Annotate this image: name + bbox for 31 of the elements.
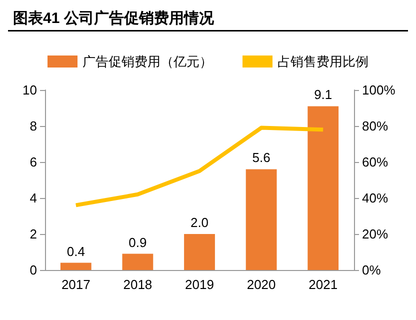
y2-tick-label: 60% [362, 154, 388, 170]
y2-tick-label: 20% [362, 226, 388, 242]
y-tick-label: 0 [30, 262, 37, 278]
x-tick-label: 2017 [61, 277, 90, 292]
bar [308, 106, 339, 270]
y-tick-label: 2 [30, 226, 37, 242]
bar [122, 254, 154, 270]
y-tick-label: 10 [22, 82, 37, 98]
x-tick-label: 2021 [308, 277, 338, 292]
x-tick-label: 2018 [123, 277, 152, 292]
legend-label: 广告促销费用（亿元） [82, 54, 212, 69]
bar [246, 169, 277, 270]
y2-tick-label: 80% [362, 118, 388, 134]
x-tick-label: 2020 [246, 277, 276, 292]
bar [184, 234, 215, 270]
y-tick-label: 4 [30, 190, 37, 206]
y-tick-label: 8 [30, 118, 37, 134]
legend-label: 占销售费用比例 [278, 54, 368, 69]
bar [60, 262, 92, 270]
data-label: 0.4 [66, 244, 85, 259]
data-label: 2.0 [190, 215, 209, 230]
data-label: 0.9 [128, 234, 147, 250]
data-label: 5.6 [252, 150, 270, 166]
y-tick-label: 6 [30, 154, 37, 170]
line-series [74, 126, 326, 208]
y2-tick-label: 40% [362, 190, 388, 206]
data-label: 9.1 [314, 87, 332, 102]
x-tick-label: 2019 [185, 277, 214, 292]
y2-tick-label: 100% [362, 82, 396, 98]
y2-tick-label: 0% [362, 262, 382, 278]
chart-title: 图表41 公司广告促销费用情况 [13, 9, 215, 27]
